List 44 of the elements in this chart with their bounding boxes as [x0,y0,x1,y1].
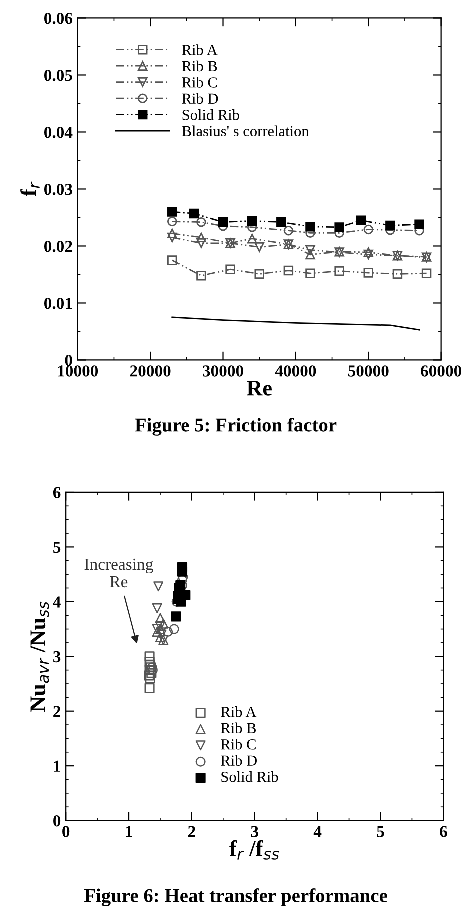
y-tick-label: 0.05 [44,70,72,82]
x-tick-label: 50000 [348,366,389,377]
y-tick-label: 2 [54,706,61,718]
y-tick-label: 0 [54,816,61,827]
y-axis-title: f$_{r}$ [20,182,40,196]
annotation: Increasing Re [84,558,154,588]
y-tick-label: 0.03 [44,184,72,196]
y-tick-label: 4 [53,596,61,608]
legend-label: Rib A [221,706,257,718]
x-tick-label: 6 [440,826,448,838]
x-tick-label: 40000 [275,366,316,377]
x-tick-label: 3 [251,826,258,838]
x-tick-label: 60000 [421,366,462,377]
legend-label: Rib D [182,93,218,104]
legend-label: Solid Rib [182,110,240,120]
legend-label: Rib D [221,755,257,766]
caption: Figure 6: Heat transfer performance [84,888,388,907]
x-tick-label: 4 [314,826,322,838]
y-tick-label: 0.06 [44,12,73,24]
legend-label: Solid Rib [222,772,278,782]
y-tick-label: 0.02 [44,240,72,252]
legend-label: Rib A [182,44,218,56]
legend-label: Rib C [221,739,256,750]
y-tick-label: 1 [54,760,60,772]
legend-label: Rib C [182,77,218,88]
x-tick-label: 20000 [130,366,171,377]
y-tick-label: 5 [54,542,61,554]
x-tick-label: 2 [188,826,196,838]
x-tick-label: 5 [377,826,384,838]
x-tick-label: 30000 [203,366,244,377]
y-tick-label: 0 [65,354,72,366]
caption: Figure 5: Friction factor [135,418,337,436]
y-tick-label: 3 [54,651,61,663]
legend-label: Rib B [221,722,256,734]
x-axis-title: f$_{r}$ /f$_{ss}$ [230,840,280,860]
y-tick-label: 0.04 [44,126,73,138]
legend-label: Blasius' s correlation [182,126,310,137]
y-axis-title: Nu$_{avr}$ /Nu$_{ss}$ [30,602,50,712]
x-tick-label: 10000 [58,366,98,377]
y-tick-label: 6 [53,487,61,498]
x-tick-label: 1 [126,826,132,838]
legend-label: Rib B [182,60,218,72]
x-axis-title: Re [247,381,272,396]
y-tick-label: 0.01 [44,298,72,310]
